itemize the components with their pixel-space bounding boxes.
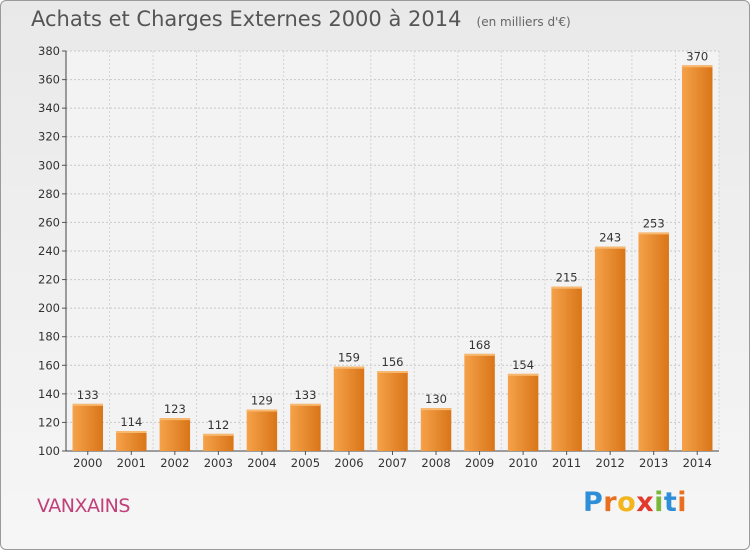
value-label: 370	[686, 49, 708, 63]
x-tick-label: 2009	[465, 456, 494, 470]
logo-letter: r	[603, 487, 618, 518]
value-label: 156	[382, 355, 404, 369]
bar-top-highlight	[116, 431, 147, 433]
bar-top-highlight	[681, 65, 713, 68]
value-label: 123	[164, 402, 186, 416]
proxiti-logo: Proxiti	[583, 487, 687, 518]
logo-letter: i	[677, 487, 688, 518]
x-tick-label: 2010	[508, 456, 537, 470]
value-label: 159	[338, 351, 360, 365]
bar-2010	[507, 373, 539, 451]
commune-name: VANXAINS	[37, 495, 130, 517]
value-label: 129	[251, 394, 273, 408]
bar-2004	[246, 409, 278, 451]
bar-2002	[159, 418, 191, 451]
bar-2006	[333, 366, 365, 451]
bar-top-highlight	[290, 403, 321, 406]
x-tick-label: 2013	[639, 456, 668, 470]
x-tick-label: 2005	[291, 456, 320, 470]
x-tick-label: 2014	[683, 456, 712, 470]
y-tick-label: 220	[38, 273, 60, 287]
x-tick-label: 2004	[247, 456, 276, 470]
y-tick-label: 100	[38, 444, 60, 458]
y-tick-label: 340	[38, 101, 60, 115]
value-label: 243	[599, 231, 621, 245]
y-tick-label: 240	[38, 244, 60, 258]
x-tick-label: 2008	[421, 456, 450, 470]
x-tick-label: 2006	[334, 456, 363, 470]
x-tick-label: 2000	[73, 456, 102, 470]
y-tick-label: 160	[38, 358, 60, 372]
title-row: Achats et Charges Externes 2000 à 2014 (…	[31, 7, 571, 31]
bar-top-highlight	[420, 408, 452, 411]
logo-letter: x	[636, 487, 655, 518]
y-tick-label: 300	[38, 158, 60, 172]
y-tick-label: 200	[38, 301, 60, 315]
value-label: 133	[294, 388, 316, 402]
logo-letter: i	[654, 487, 664, 518]
value-label: 253	[643, 216, 665, 230]
value-label: 112	[207, 418, 229, 432]
x-tick-label: 2002	[160, 456, 189, 470]
bar-2013	[638, 232, 669, 451]
bar-2009	[464, 353, 495, 451]
x-tick-label: 2003	[204, 456, 233, 470]
logo-letter: P	[583, 487, 604, 518]
value-label: 130	[425, 392, 447, 406]
logo-letter: o	[617, 487, 637, 518]
value-label: 154	[512, 358, 534, 372]
y-tick-label: 120	[38, 415, 60, 429]
bar-top-highlight	[551, 286, 582, 289]
y-tick-label: 180	[38, 330, 60, 344]
y-tick-label: 140	[38, 387, 60, 401]
bar-top-highlight	[333, 366, 365, 369]
bar-top-highlight	[203, 433, 234, 436]
bar-2005	[290, 403, 321, 451]
y-tick-label: 260	[38, 215, 60, 229]
value-label: 133	[77, 388, 99, 402]
bar-2012	[594, 246, 626, 451]
x-tick-label: 2011	[552, 456, 581, 470]
bar-2001	[116, 431, 147, 451]
bar-2000	[72, 403, 104, 451]
bar-top-highlight	[72, 403, 104, 406]
value-label: 168	[469, 338, 491, 352]
bar-2007	[377, 371, 408, 451]
bar-top-highlight	[638, 232, 669, 235]
bar-top-highlight	[594, 246, 626, 249]
y-tick-label: 360	[38, 73, 60, 87]
bar-2014	[681, 65, 713, 452]
y-tick-label: 320	[38, 130, 60, 144]
bar-top-highlight	[464, 353, 495, 356]
chart-subtitle: (en milliers d'€)	[476, 15, 571, 29]
chart-title: Achats et Charges Externes 2000 à 2014	[31, 7, 462, 31]
bar-top-highlight	[507, 373, 539, 376]
bar-2008	[420, 408, 452, 451]
y-tick-label: 280	[38, 187, 60, 201]
bar-top-highlight	[377, 371, 408, 373]
bar-top-highlight	[159, 418, 191, 421]
x-tick-label: 2007	[378, 456, 407, 470]
x-tick-label: 2012	[596, 456, 625, 470]
value-label: 114	[120, 415, 142, 429]
bar-top-highlight	[246, 409, 278, 412]
y-tick-label: 380	[38, 44, 60, 58]
x-tick-label: 2001	[117, 456, 146, 470]
logo-letter: t	[663, 487, 678, 518]
value-label: 215	[556, 271, 578, 285]
bar-2003	[203, 433, 234, 451]
bar-2011	[551, 286, 582, 451]
